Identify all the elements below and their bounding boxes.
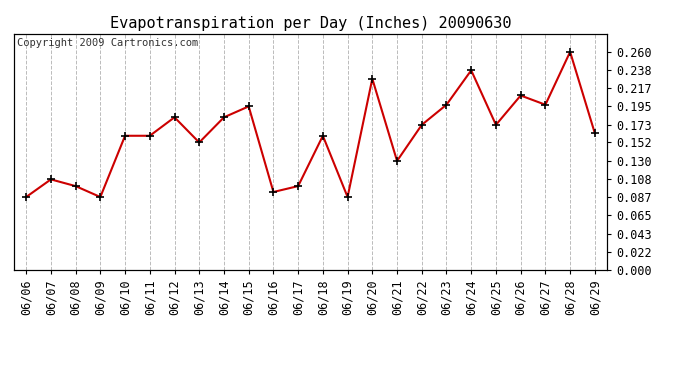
- Title: Evapotranspiration per Day (Inches) 20090630: Evapotranspiration per Day (Inches) 2009…: [110, 16, 511, 31]
- Text: Copyright 2009 Cartronics.com: Copyright 2009 Cartronics.com: [17, 39, 198, 48]
